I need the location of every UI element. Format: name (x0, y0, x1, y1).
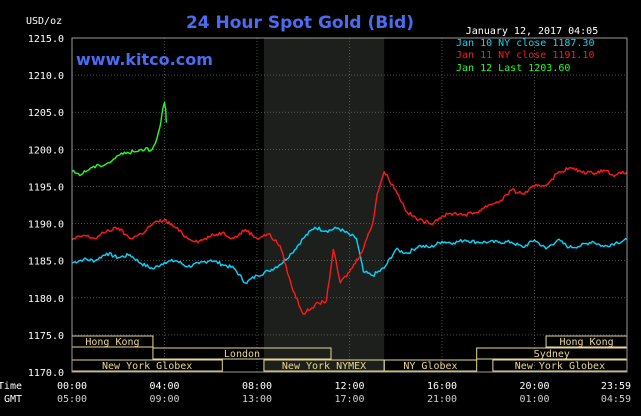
series-line-2 (71, 101, 168, 177)
y-axis-label: USD/oz (26, 16, 62, 27)
x-tick-ny-3: 12:00 (334, 381, 364, 392)
nymex-session-shade (263, 38, 385, 372)
session-label-1: London (224, 349, 260, 360)
series-line-1 (71, 166, 628, 315)
x-tick-gmt-3: 17:00 (334, 394, 364, 405)
y-tick-label-1: 1175.0 (28, 331, 64, 342)
x-row-label-ny: NY Time (0, 381, 22, 392)
x-tick-ny-0: 00:00 (57, 381, 87, 392)
session-label-2: New York Globex (102, 361, 192, 372)
x-tick-ny-5: 20:00 (519, 381, 549, 392)
y-tick-label-6: 1200.0 (28, 145, 64, 156)
series-line-0 (71, 226, 628, 284)
session-label-3: New York NYMEX (282, 361, 366, 372)
y-tick-label-3: 1185.0 (28, 257, 64, 268)
price-series (71, 101, 628, 315)
x-tick-ny-1: 04:00 (149, 381, 179, 392)
legend-entry-jan10: Jan 10 NY close 1187.30 (456, 38, 594, 49)
session-label-0: Hong Kong (85, 337, 139, 348)
session-label-7: New York Globex (515, 361, 605, 372)
session-box-4 (383, 359, 478, 372)
x-tick-gmt-6: 04:59 (601, 394, 631, 405)
x-tick-gmt-5: 01:00 (519, 394, 549, 405)
y-axis-ticks: 1170.0 1175.0 1180.0 1185.0 1190.0 1195.0 1200… (28, 34, 64, 379)
x-tick-ny-4: 16:00 (427, 381, 457, 392)
x-tick-gmt-1: 09:00 (149, 394, 179, 405)
watermark: www.kitco.com (76, 50, 213, 69)
x-tick-gmt-4: 21:00 (427, 394, 457, 405)
x-row-label-gmt: GMT (4, 394, 22, 405)
plot-frame (71, 37, 628, 373)
y-tick-label-8: 1210.0 (28, 71, 64, 82)
trading-sessions: Hong Kong London New York Globex New York N… (71, 335, 628, 372)
x-tick-gmt-2: 13:00 (242, 394, 272, 405)
session-box-1 (152, 347, 332, 360)
y-tick-label-4: 1190.0 (28, 220, 64, 231)
y-tick-label-5: 1195.0 (28, 182, 64, 193)
session-label-5: Hong Kong (559, 337, 613, 348)
y-tick-label-7: 1205.0 (28, 108, 64, 119)
legend-entry-jan11: Jan 11 NY close 1191.10 (456, 50, 594, 61)
x-tick-gmt-0: 05:00 (57, 394, 87, 405)
session-label-6: Sydney (534, 349, 570, 360)
chart-title: 24 Hour Spot Gold (Bid) (186, 13, 414, 33)
x-tick-ny-6: 23:59 (601, 381, 631, 392)
y-tick-label-2: 1180.0 (28, 294, 64, 305)
x-axis-ticks: 00:00 05:00 04:00 09:00 08:00 13:00 12:00 17:00… (57, 381, 631, 405)
legend: Jan 10 NY close 1187.30 Jan 11 NY close … (456, 38, 594, 74)
session-label-4: NY Globex (403, 361, 457, 372)
y-tick-label-9: 1215.0 (28, 34, 64, 45)
x-tick-ny-2: 08:00 (242, 381, 272, 392)
legend-entry-jan12: Jan 12 Last 1203.60 (456, 63, 570, 74)
y-tick-label-0: 1170.0 (28, 368, 64, 379)
chart-timestamp: January 12, 2017 04:05 (466, 26, 598, 37)
